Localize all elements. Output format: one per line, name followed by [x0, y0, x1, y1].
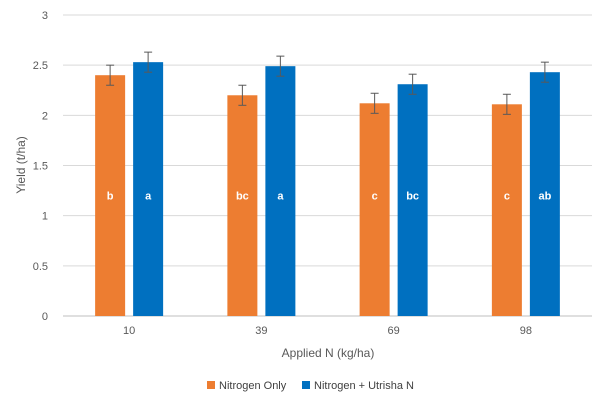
x-tick-label: 98: [520, 325, 532, 337]
y-tick-label: 2: [42, 110, 48, 122]
legend-swatch: [302, 381, 310, 389]
bar-data-label: bc: [236, 191, 249, 203]
x-tick-label: 10: [123, 325, 135, 337]
error-bar: [540, 61, 549, 83]
bar: [491, 104, 522, 317]
bar-data-label: b: [107, 191, 114, 203]
error-bar: [408, 73, 417, 95]
bar-data-label: bc: [406, 191, 419, 203]
y-tick-label: 1: [42, 211, 48, 223]
bar: [95, 75, 126, 316]
y-axis-title: Yield (t/ha): [14, 136, 28, 194]
x-axis-title: Applied N (kg/ha): [282, 346, 375, 360]
bar: [397, 84, 428, 316]
legend-item: Nitrogen Only: [207, 380, 287, 392]
bar-data-label: ab: [538, 191, 551, 203]
bar: [359, 103, 390, 316]
legend-label: Nitrogen + Utrisha N: [314, 380, 414, 392]
legend-label: Nitrogen Only: [219, 380, 287, 392]
bar-data-label: a: [277, 191, 284, 203]
ticks-layer: 0 0.5 1 1.5 2 2.5 3 10 39 69 98: [33, 10, 532, 337]
legend: Nitrogen Only Nitrogen + Utrisha N: [207, 380, 414, 392]
error-bar: [144, 51, 153, 73]
error-bar: [238, 84, 247, 106]
error-bar: [276, 55, 285, 77]
legend-item: Nitrogen + Utrisha N: [302, 380, 414, 392]
y-tick-label: 2.5: [33, 60, 48, 72]
error-bar: [502, 93, 511, 115]
bar: [227, 95, 258, 317]
y-tick-label: 0.5: [33, 261, 48, 273]
bar: [529, 72, 560, 316]
bars-layer: b a bc a c bc c ab: [95, 51, 560, 317]
y-tick-label: 0: [42, 311, 48, 323]
bar-data-label: c: [504, 191, 510, 203]
y-tick-label: 1.5: [33, 161, 48, 173]
legend-swatch: [207, 381, 215, 389]
bar: [265, 66, 296, 316]
x-tick-label: 69: [388, 325, 400, 337]
bar-data-label: c: [372, 191, 378, 203]
error-bar: [370, 92, 379, 114]
y-tick-label: 3: [42, 10, 48, 22]
x-tick-label: 39: [255, 325, 267, 337]
error-bar: [106, 64, 115, 86]
bar-data-label: a: [145, 191, 152, 203]
bar: [133, 62, 164, 317]
